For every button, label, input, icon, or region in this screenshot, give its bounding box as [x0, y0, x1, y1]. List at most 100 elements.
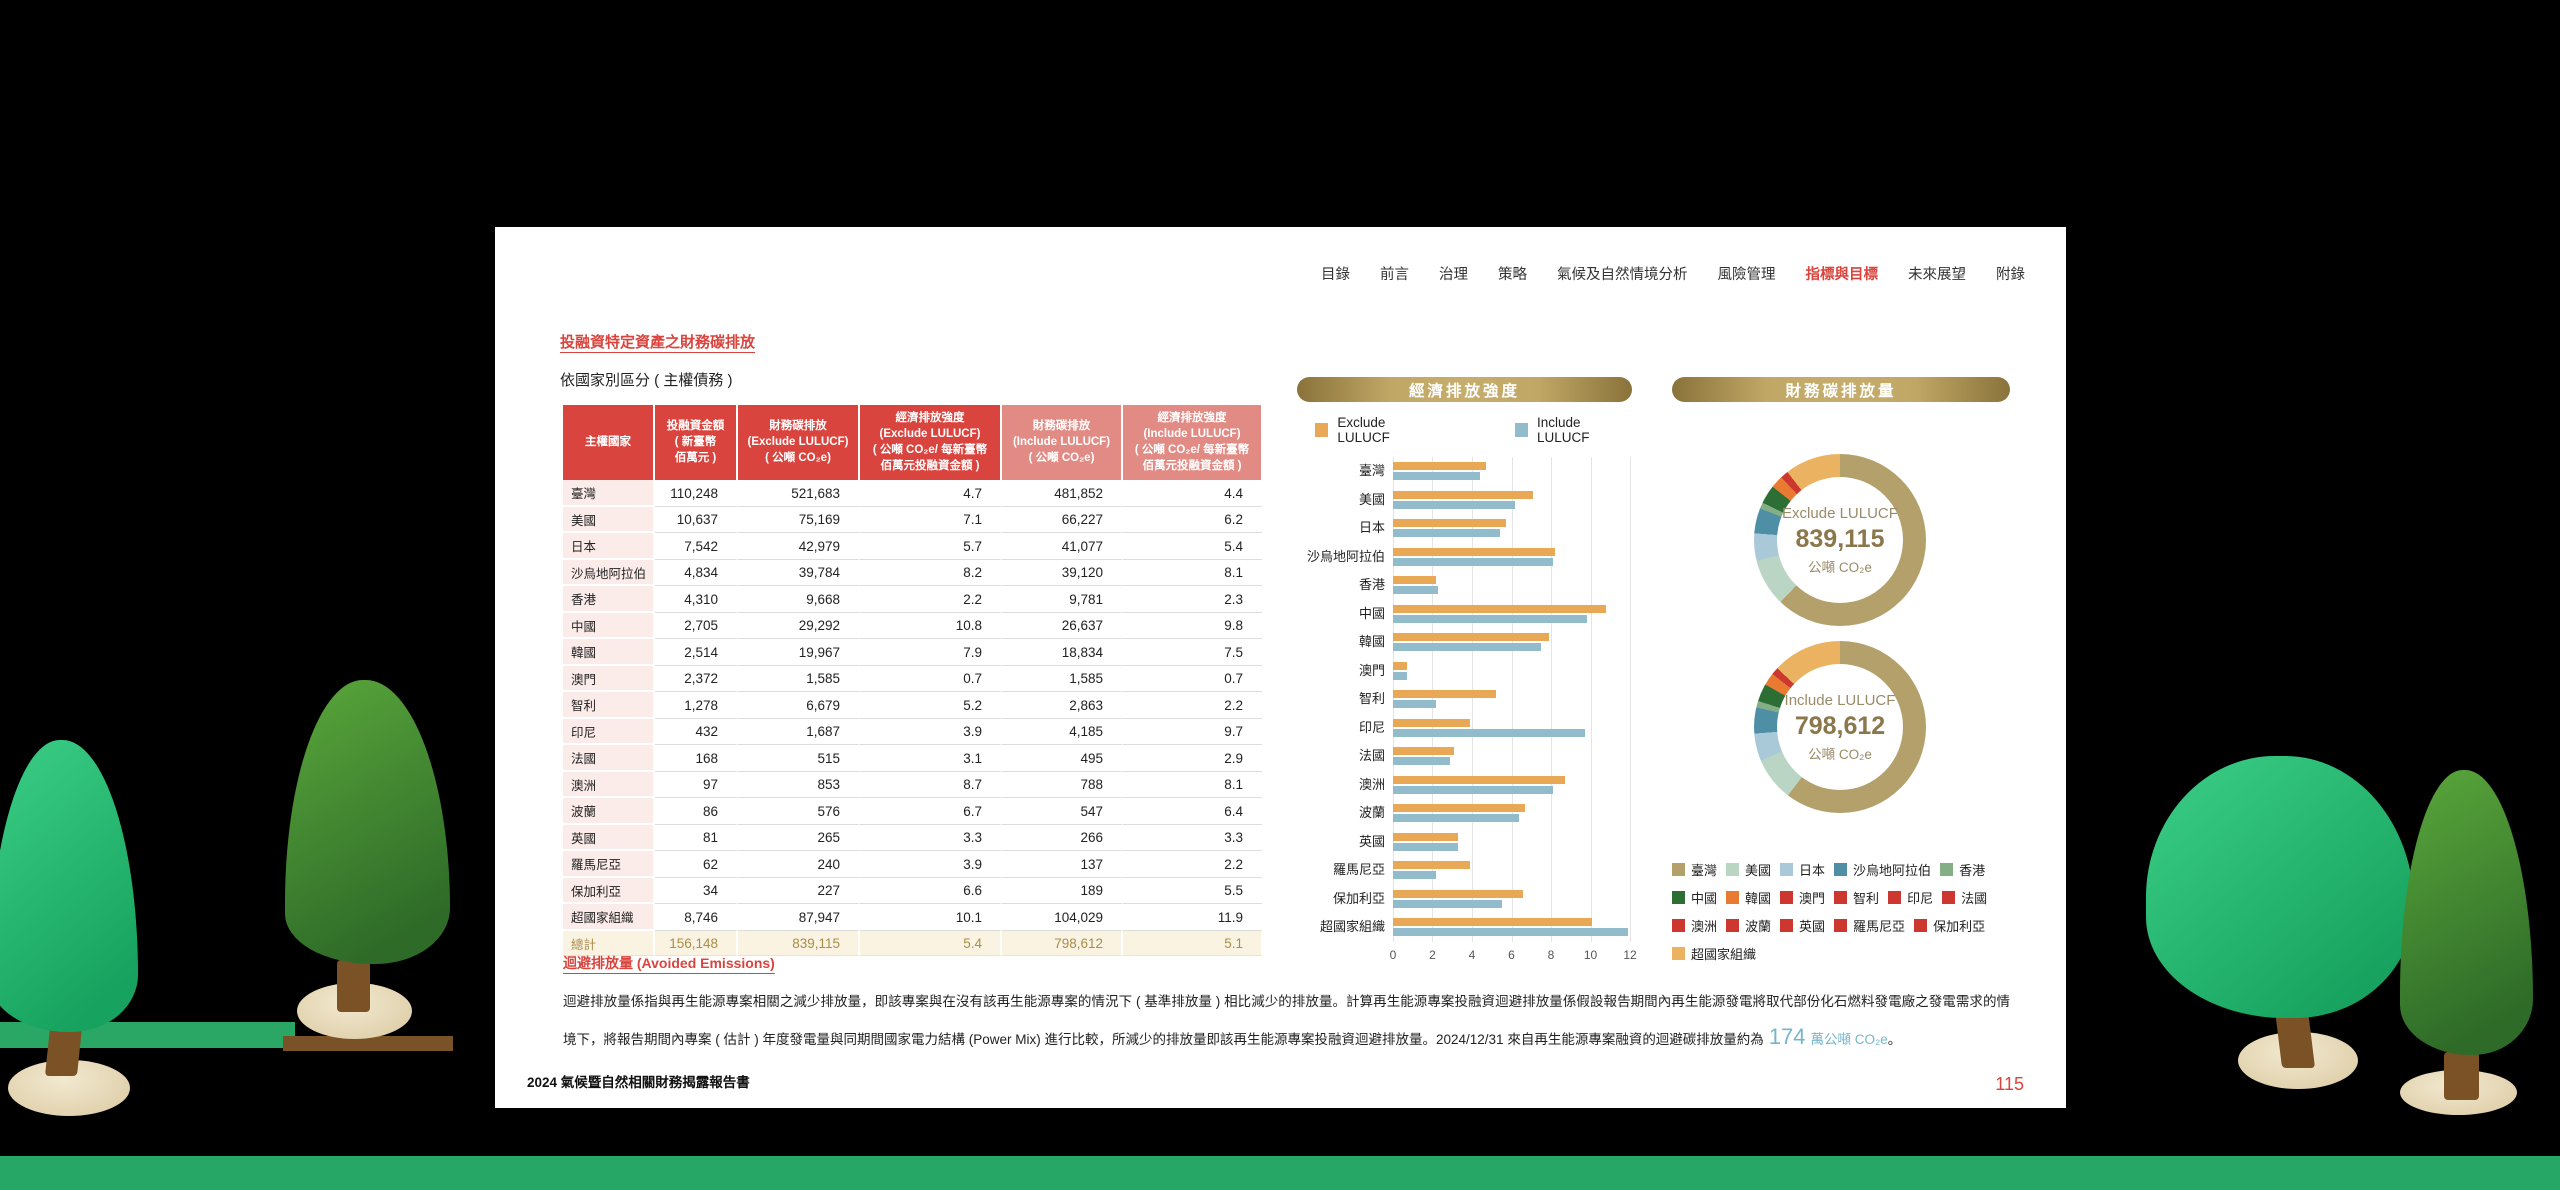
avoided-text-before: 迴避排放量係指與再生能源專案相關之減少排放量，即該專案與在沒有該再生能源專案的情… [563, 994, 2010, 1047]
bar [1393, 814, 1520, 823]
legend-label: 中國 [1691, 891, 1718, 906]
donut-legend-item: 法國 [1942, 888, 1987, 907]
bar-row: 中國 [1297, 600, 1632, 629]
table-cell-excl_int: 5.2 [860, 692, 1002, 719]
nav-item[interactable]: 指標與目標 [1805, 267, 1879, 283]
legend-label: 法國 [1961, 891, 1988, 906]
nav-item[interactable]: 風險管理 [1717, 267, 1776, 283]
donut-legend-item: 澳洲 [1672, 916, 1717, 935]
table-cell-incl_int: 6.4 [1123, 798, 1263, 825]
table-cell-incl_int: 9.8 [1123, 612, 1263, 640]
bar-pair [1393, 775, 1630, 794]
table-cell-country: 波蘭 [563, 798, 655, 825]
bar-row: 英國 [1297, 828, 1632, 857]
bar [1393, 586, 1439, 595]
table-row: 中國 2,705 29,292 10.8 26,637 9.8 [563, 612, 1263, 640]
ground-ribbon-brown [283, 1036, 453, 1051]
table-cell-incl: 41,077 [1002, 533, 1123, 560]
table-cell-excl_int: 7.9 [860, 639, 1002, 666]
table-cell-amount: 1,278 [655, 692, 738, 719]
table-cell-excl: 19,967 [738, 639, 860, 666]
donut-legend-item: 沙烏地阿拉伯 [1834, 860, 1931, 879]
x-axis-tick: 10 [1583, 947, 1598, 962]
table-row: 羅馬尼亞 62 240 3.9 137 2.2 [563, 851, 1263, 878]
table-cell-excl_int: 4.7 [860, 480, 1002, 507]
decorative-tree [0, 740, 138, 1032]
table-row: 韓國 2,514 19,967 7.9 18,834 7.5 [563, 639, 1263, 666]
table-cell-country: 澳洲 [563, 771, 655, 799]
avoided-emissions-section: 迴避排放量 (Avoided Emissions) 迴避排放量係指與再生能源專案… [563, 953, 2010, 1059]
bar-pair [1393, 462, 1630, 481]
table-cell-excl: 265 [738, 824, 860, 852]
nav-item[interactable]: 未來展望 [1908, 267, 1966, 283]
bar-row: 印尼 [1297, 714, 1632, 743]
bar [1393, 614, 1587, 623]
table-cell-country: 澳門 [563, 665, 655, 693]
table-cell-incl: 547 [1002, 798, 1123, 825]
nav-item[interactable]: 氣候及自然情境分析 [1557, 267, 1688, 283]
avoided-highlight-value: 174 [1768, 1024, 1806, 1049]
x-axis-tick: 8 [1547, 947, 1555, 962]
table-cell-incl_int: 4.4 [1123, 480, 1263, 507]
table-cell-excl_int: 6.7 [860, 798, 1002, 825]
legend-label: 印尼 [1907, 891, 1934, 906]
table-header: 主權國家 投融資金額 ( 新臺幣 佰萬元 ) 財務碳排放 (Exclude LULU… [563, 405, 1263, 481]
bar-pair [1393, 547, 1630, 566]
table-row: 美國 10,637 75,169 7.1 66,227 6.2 [563, 506, 1263, 534]
table-cell-country: 英國 [563, 824, 655, 852]
table-cell-country: 保加利亞 [563, 877, 655, 905]
legend-swatch-icon [1888, 891, 1902, 904]
donut-legend-item: 波蘭 [1726, 916, 1771, 935]
nav-item[interactable]: 附錄 [1996, 267, 2025, 283]
table-row: 智利 1,278 6,679 5.2 2,863 2.2 [563, 692, 1263, 719]
x-axis-tick: 0 [1389, 947, 1397, 962]
table-cell-incl_int: 5.1 [1123, 930, 1263, 957]
legend-swatch-icon [1834, 891, 1848, 904]
table-cell-excl_int: 3.9 [860, 851, 1002, 878]
table-cell-amount: 2,705 [655, 612, 738, 640]
table-cell-excl: 515 [738, 745, 860, 772]
table-cell-excl_int: 3.3 [860, 824, 1002, 852]
table-cell-amount: 4,310 [655, 586, 738, 613]
table-row: 澳門 2,372 1,585 0.7 1,585 0.7 [563, 665, 1263, 693]
legend-label: 澳洲 [1691, 919, 1718, 934]
donut-chart-title-banner: 財務碳排放量 [1672, 377, 2010, 402]
table-cell-incl: 4,185 [1002, 718, 1123, 746]
gridline [1393, 457, 1394, 942]
donut-legend-item: 臺灣 [1672, 860, 1717, 879]
legend-swatch-icon [1780, 863, 1794, 876]
gridline [1471, 457, 1473, 942]
table-cell-excl: 1,687 [738, 718, 860, 746]
bar-legend-entry: Include LULUCF [1514, 415, 1632, 445]
table-cell-amount: 34 [655, 877, 738, 905]
bar [1393, 757, 1451, 766]
table-cell-amount: 2,372 [655, 665, 738, 693]
table-cell-excl_int: 3.1 [860, 745, 1002, 772]
donut-legend-item: 保加利亞 [1914, 916, 1985, 935]
table-cell-country: 中國 [563, 612, 655, 640]
table-cell-country: 總計 [563, 930, 655, 957]
table-cell-excl_int: 10.8 [860, 612, 1002, 640]
nav-item[interactable]: 前言 [1380, 267, 1409, 283]
nav-item[interactable]: 策略 [1498, 267, 1527, 283]
table-cell-amount: 156,148 [655, 930, 738, 957]
table-cell-country: 美國 [563, 506, 655, 534]
nav-item[interactable]: 治理 [1439, 267, 1468, 283]
table-cell-excl: 839,115 [738, 930, 860, 957]
table-cell-excl_int: 8.2 [860, 559, 1002, 587]
bar [1393, 785, 1553, 794]
nav-item[interactable]: 目錄 [1321, 267, 1350, 283]
table-cell-excl: 42,979 [738, 533, 860, 560]
bar-pair [1393, 661, 1630, 680]
table-cell-excl: 576 [738, 798, 860, 825]
table-cell-excl_int: 5.4 [860, 930, 1002, 957]
bar [1393, 804, 1526, 813]
table-cell-amount: 8,746 [655, 904, 738, 931]
table-row: 香港 4,310 9,668 2.2 9,781 2.3 [563, 586, 1263, 613]
report-page: 目錄 前言 治理 策略 氣候及自然情境分析 風險管理 指標與目標 未來展望 附錄 投融資特定資產… [495, 227, 2066, 1108]
table-cell-country: 日本 [563, 533, 655, 560]
donut-legend-item: 超國家組織 [1672, 944, 1756, 963]
donut-legend-item: 羅馬尼亞 [1834, 916, 1905, 935]
table-cell-amount: 2,514 [655, 639, 738, 666]
legend-label: 超國家組織 [1691, 947, 1757, 962]
